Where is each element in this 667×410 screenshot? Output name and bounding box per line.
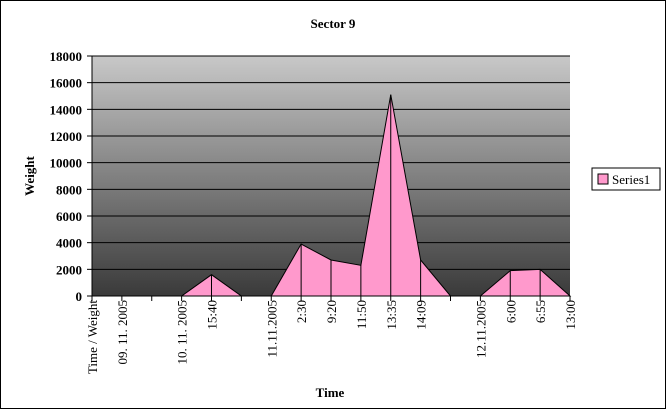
x-tick-label: 14:09 xyxy=(414,300,429,330)
legend-box xyxy=(591,167,661,191)
y-tick-label: 10000 xyxy=(50,156,83,171)
y-tick-label: 18000 xyxy=(50,49,83,64)
x-tick-label: 11.11.2005 xyxy=(264,300,279,358)
y-axis-title: Weight xyxy=(22,155,37,195)
y-tick-label: 12000 xyxy=(50,129,83,144)
plot-area xyxy=(92,56,570,296)
x-tick-label: 6:00 xyxy=(503,300,518,323)
y-tick-label: 14000 xyxy=(50,102,83,117)
x-tick-label: 09. 11. 2005 xyxy=(115,300,130,365)
y-tick-label: 16000 xyxy=(50,76,83,91)
x-tick-label: 12.11.2005 xyxy=(473,300,488,358)
y-tick-label: 0 xyxy=(76,289,83,304)
y-tick-label: 6000 xyxy=(56,209,82,224)
x-tick-label: 13:00 xyxy=(563,300,578,330)
legend-swatch xyxy=(597,173,609,185)
y-tick-label: 2000 xyxy=(56,262,82,277)
x-tick-label: 15:40 xyxy=(205,300,220,330)
x-axis-title: Time xyxy=(316,385,345,400)
y-tick-label: 4000 xyxy=(56,236,82,251)
chart-title: Sector 9 xyxy=(311,16,356,31)
x-tick-label: Time / Weight xyxy=(85,300,100,374)
y-tick-label: 8000 xyxy=(56,182,82,197)
x-tick-label: 13:35 xyxy=(384,300,399,330)
x-tick-label: 10. 11. 2005 xyxy=(175,300,190,365)
x-tick-label: 2:30 xyxy=(294,300,309,323)
legend-label: Series1 xyxy=(612,172,650,187)
x-tick-label: 9:20 xyxy=(324,300,339,323)
x-tick-label: 11:50 xyxy=(354,300,369,329)
x-tick-label: 6:55 xyxy=(533,300,548,323)
